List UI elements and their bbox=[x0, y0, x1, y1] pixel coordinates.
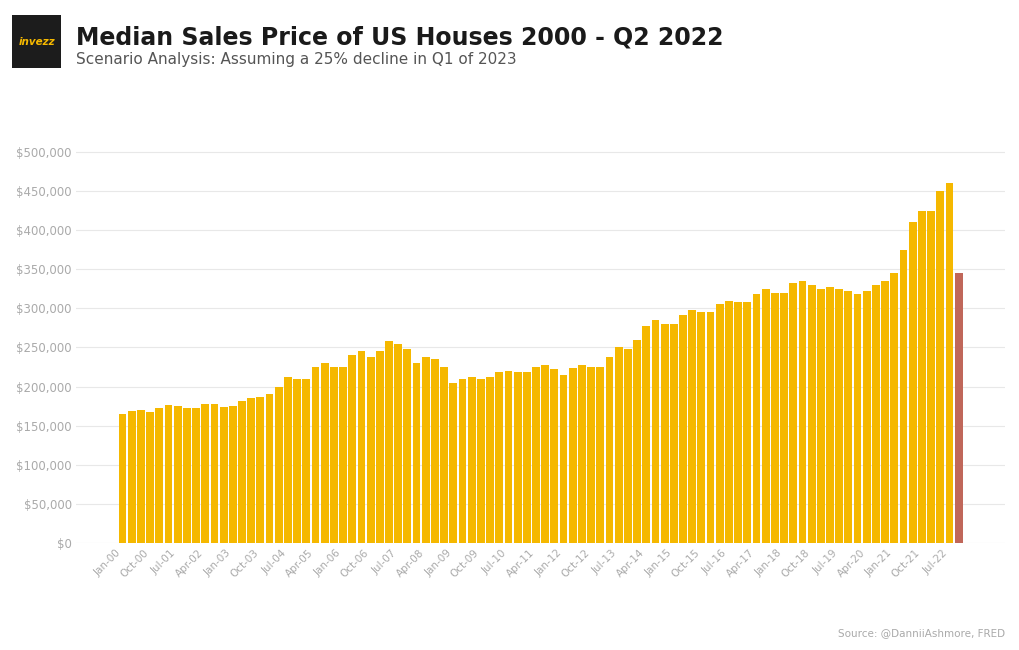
Bar bbox=[835, 289, 843, 543]
Bar bbox=[697, 312, 704, 543]
Bar bbox=[706, 312, 713, 543]
Bar bbox=[578, 365, 585, 543]
Bar bbox=[302, 379, 310, 543]
Bar bbox=[917, 211, 925, 543]
Bar bbox=[228, 406, 236, 543]
Bar bbox=[404, 349, 411, 543]
Bar bbox=[651, 320, 658, 543]
Bar bbox=[376, 352, 383, 543]
Bar bbox=[624, 349, 631, 543]
Bar bbox=[559, 375, 567, 543]
Bar bbox=[844, 291, 852, 543]
Bar bbox=[954, 273, 962, 543]
Bar bbox=[283, 377, 291, 543]
Bar bbox=[201, 404, 209, 543]
Bar bbox=[871, 285, 879, 543]
Bar bbox=[669, 324, 677, 543]
Bar bbox=[926, 211, 934, 543]
Bar bbox=[127, 411, 136, 543]
Bar bbox=[449, 383, 457, 543]
Bar bbox=[486, 377, 493, 543]
Bar bbox=[422, 357, 429, 543]
Bar bbox=[514, 372, 521, 543]
Bar bbox=[367, 357, 374, 543]
Bar bbox=[312, 367, 319, 543]
Bar bbox=[192, 408, 200, 543]
Bar bbox=[642, 326, 649, 543]
Text: invezz: invezz bbox=[18, 36, 55, 47]
Bar bbox=[825, 287, 834, 543]
Bar bbox=[908, 222, 916, 543]
Bar bbox=[210, 404, 218, 543]
Bar bbox=[770, 292, 779, 543]
Bar bbox=[633, 339, 640, 543]
Text: Median Sales Price of US Houses 2000 - Q2 2022: Median Sales Price of US Houses 2000 - Q… bbox=[76, 26, 723, 50]
Bar bbox=[468, 377, 475, 543]
Bar bbox=[743, 302, 750, 543]
Bar bbox=[146, 411, 154, 543]
Text: Scenario Analysis: Assuming a 25% decline in Q1 of 2023: Scenario Analysis: Assuming a 25% declin… bbox=[76, 52, 517, 67]
Bar bbox=[292, 379, 301, 543]
Bar bbox=[734, 302, 741, 543]
Bar bbox=[660, 324, 667, 543]
Bar bbox=[237, 400, 246, 543]
Bar bbox=[504, 371, 512, 543]
Bar bbox=[725, 300, 732, 543]
Bar bbox=[440, 367, 447, 543]
Bar bbox=[880, 281, 889, 543]
Bar bbox=[330, 367, 337, 543]
Bar bbox=[219, 407, 227, 543]
Bar bbox=[862, 291, 870, 543]
Bar bbox=[550, 369, 557, 543]
Bar bbox=[265, 395, 273, 543]
Bar bbox=[816, 289, 824, 543]
Bar bbox=[541, 365, 548, 543]
Bar bbox=[935, 191, 944, 543]
Bar bbox=[256, 396, 264, 543]
Bar bbox=[853, 294, 861, 543]
Bar bbox=[247, 398, 255, 543]
Bar bbox=[596, 367, 603, 543]
Bar bbox=[173, 406, 181, 543]
Bar bbox=[688, 310, 695, 543]
Bar bbox=[348, 356, 356, 543]
Bar bbox=[789, 283, 797, 543]
Bar bbox=[339, 367, 346, 543]
Bar bbox=[164, 405, 172, 543]
Bar bbox=[679, 315, 686, 543]
Text: Source: @DanniiAshmore, FRED: Source: @DanniiAshmore, FRED bbox=[837, 629, 1004, 638]
Bar bbox=[523, 372, 530, 543]
Bar bbox=[137, 410, 145, 543]
Bar bbox=[495, 372, 502, 543]
Bar bbox=[532, 367, 539, 543]
Bar bbox=[899, 250, 907, 543]
Bar bbox=[945, 183, 953, 543]
Bar bbox=[321, 363, 328, 543]
Bar bbox=[798, 281, 806, 543]
Bar bbox=[182, 408, 191, 543]
Bar bbox=[807, 285, 815, 543]
Bar bbox=[155, 408, 163, 543]
Bar bbox=[761, 289, 768, 543]
Bar bbox=[431, 359, 438, 543]
Bar bbox=[890, 273, 898, 543]
Bar bbox=[477, 379, 484, 543]
Bar bbox=[459, 379, 466, 543]
Bar bbox=[274, 387, 282, 543]
Bar bbox=[587, 367, 594, 543]
Bar bbox=[614, 348, 622, 543]
Bar bbox=[752, 294, 759, 543]
Bar bbox=[605, 357, 612, 543]
Bar bbox=[413, 363, 420, 543]
Bar bbox=[118, 414, 126, 543]
Bar bbox=[394, 344, 401, 543]
Bar bbox=[780, 292, 788, 543]
Bar bbox=[385, 341, 392, 543]
Bar bbox=[358, 352, 365, 543]
Bar bbox=[569, 368, 576, 543]
Bar bbox=[715, 304, 722, 543]
